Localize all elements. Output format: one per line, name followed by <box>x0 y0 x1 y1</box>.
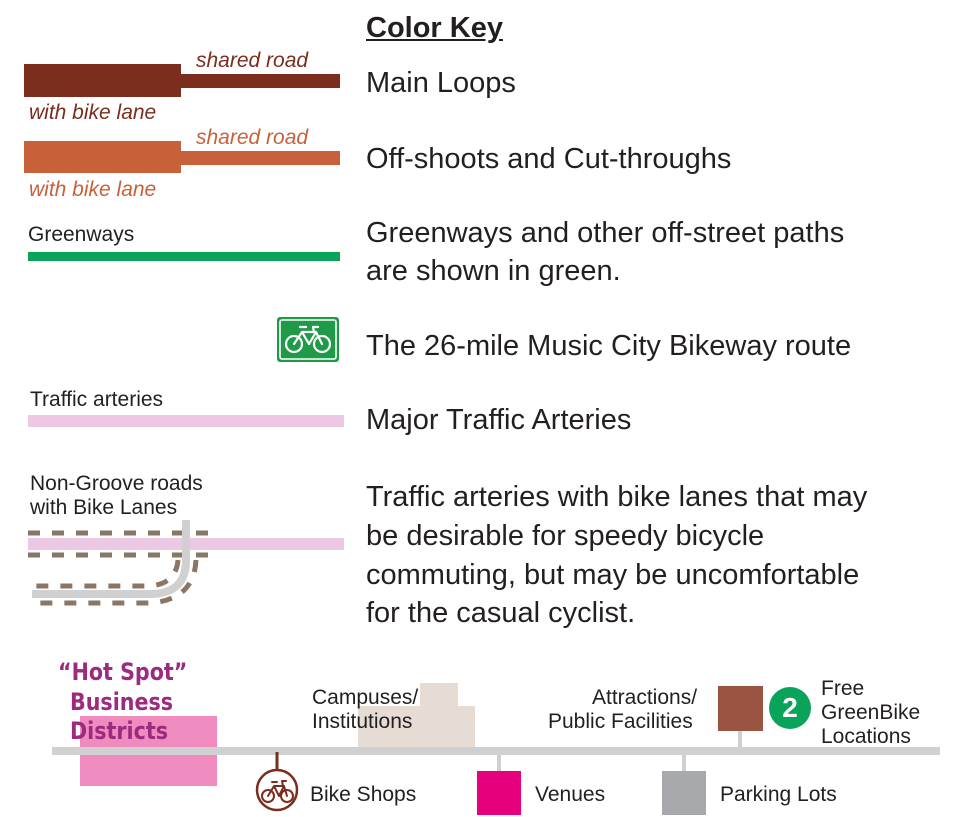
main-loops-description: Main Loops <box>366 67 516 99</box>
greenbike-label-line2: GreenBike <box>821 701 921 724</box>
hot-spot-label-line3: Districts <box>70 717 168 745</box>
parking-swatch <box>662 771 706 815</box>
main-loops-swatch <box>24 64 340 97</box>
arteries-swatch <box>28 415 344 427</box>
hot-spot-label-line2: Business <box>70 688 174 716</box>
non-groove-description-line3: commuting, but may be uncomfortable <box>366 559 860 591</box>
arteries-description: Major Traffic Arteries <box>366 404 632 436</box>
bottom-road-line <box>52 747 940 755</box>
non-groove-description-line2: be desirable for speedy bicycle <box>366 520 765 552</box>
hot-spot-label-line1: “Hot Spot” <box>58 658 188 686</box>
offshoots-swatch <box>24 141 340 173</box>
attractions-label-line2: Public Facilities <box>548 710 693 733</box>
main-loops-lane-label: with bike lane <box>29 101 157 124</box>
parking-label: Parking Lots <box>720 783 837 806</box>
venues-swatch <box>477 771 521 815</box>
non-groove-label-line1: Non-Groove roads <box>30 472 203 495</box>
greenbike-badge-icon <box>769 687 811 729</box>
non-groove-swatch <box>28 520 344 606</box>
non-groove-label-line2: with Bike Lanes <box>30 496 178 519</box>
greenways-description-line2: are shown in green. <box>366 255 621 287</box>
campuses-label-line2: Institutions <box>312 710 413 733</box>
bicycle-sign-icon <box>277 317 339 362</box>
greenways-swatch <box>28 252 340 261</box>
bikeway-description: The 26-mile Music City Bikeway route <box>366 330 852 362</box>
non-groove-description-line4: for the casual cyclist. <box>366 597 636 629</box>
main-loops-shared-label: shared road <box>196 49 309 72</box>
attractions-label-line1: Attractions/ <box>592 686 698 709</box>
offshoots-shared-label: shared road <box>196 126 309 149</box>
bike-shops-label: Bike Shops <box>310 783 417 806</box>
greenbike-label-line1: Free <box>821 677 865 700</box>
bicycle-icon <box>255 768 299 812</box>
venues-label: Venues <box>535 783 606 806</box>
greenways-label: Greenways <box>28 223 135 246</box>
attractions-swatch <box>718 686 763 731</box>
offshoots-description: Off-shoots and Cut-throughs <box>366 143 732 175</box>
campuses-label-line1: Campuses/ <box>312 686 419 709</box>
greenways-description-line1: Greenways and other off-street paths <box>366 217 845 249</box>
campuses-swatch <box>358 683 475 752</box>
legend-title: Color Key <box>366 12 503 44</box>
offshoots-lane-label: with bike lane <box>29 178 157 201</box>
arteries-label: Traffic arteries <box>30 388 164 411</box>
greenbike-badge-number: 2 <box>782 692 798 723</box>
non-groove-description-line1: Traffic arteries with bike lanes that ma… <box>366 481 868 513</box>
greenbike-label-line3: Locations <box>821 725 911 748</box>
